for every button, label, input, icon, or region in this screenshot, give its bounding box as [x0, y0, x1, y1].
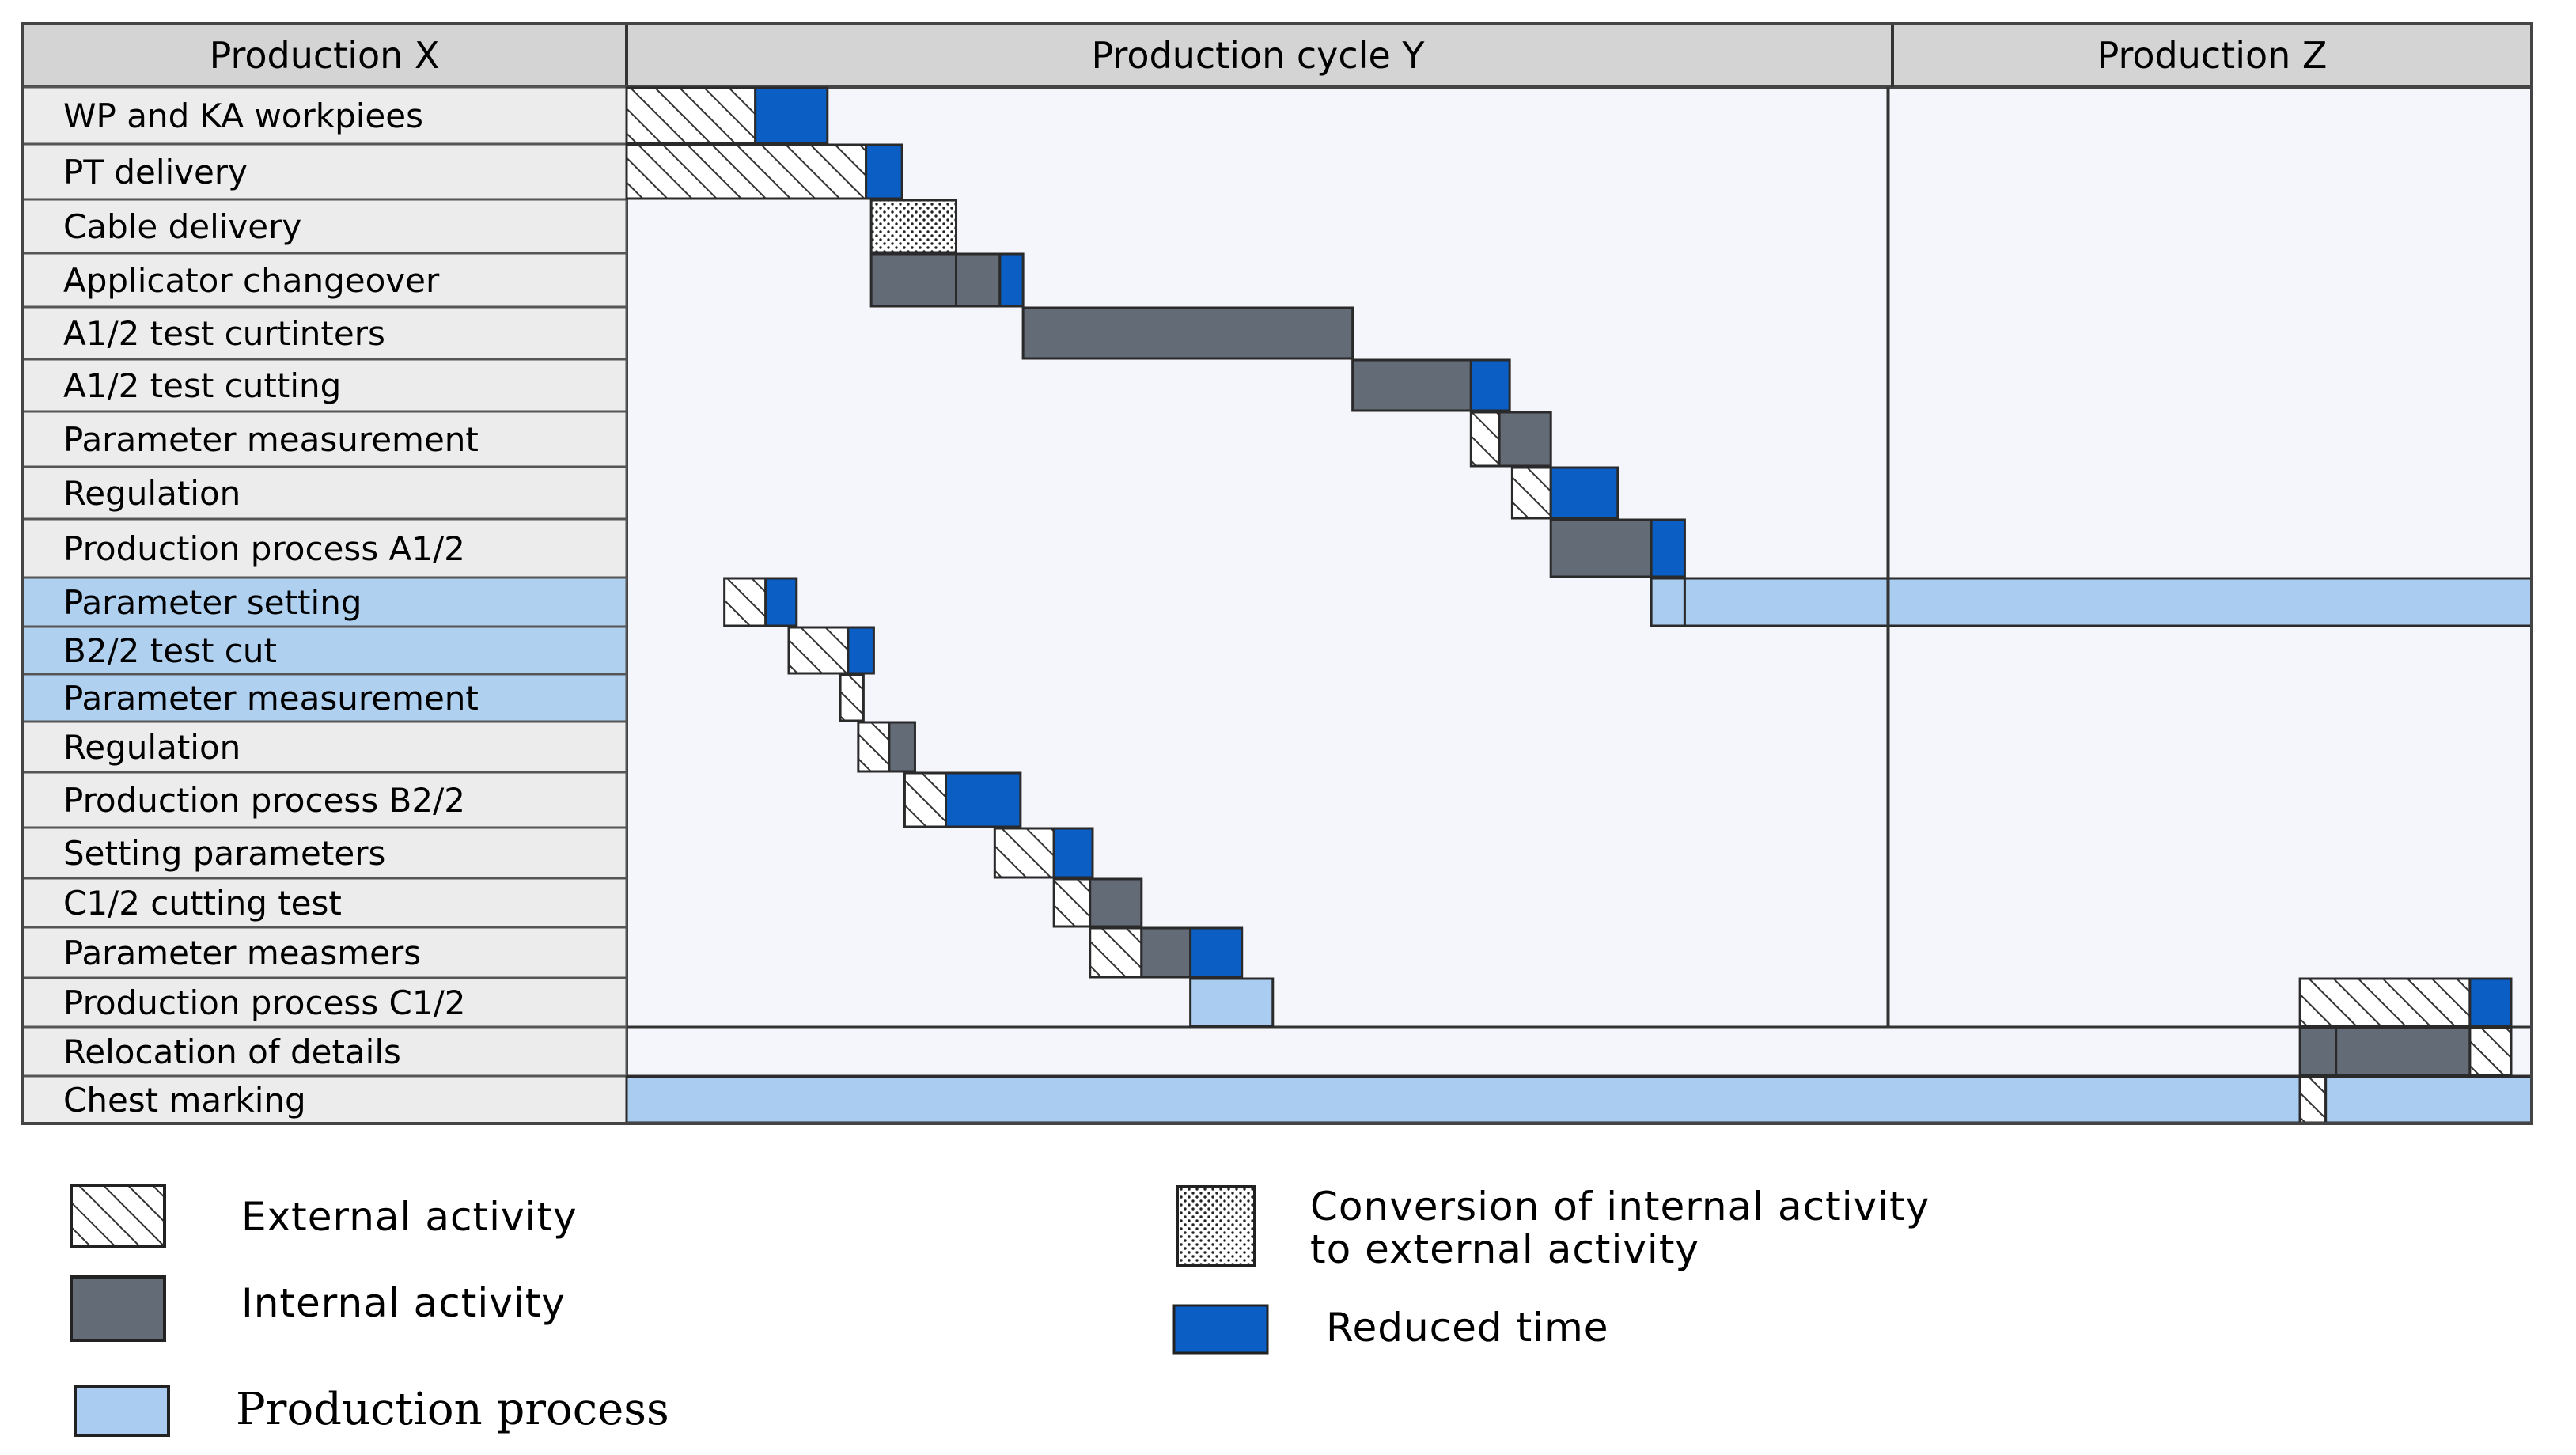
- legend-label-conversion-line2: to external activity: [1310, 1226, 1699, 1272]
- bar-reduced: [865, 143, 903, 200]
- bar-internal: [2298, 1026, 2338, 1077]
- bar-external: [1089, 926, 1143, 979]
- row-label: Production process B2/2: [63, 781, 465, 820]
- bar-external: [2468, 1026, 2513, 1077]
- bar-internal: [1021, 306, 1354, 360]
- bar-reduced: [847, 626, 875, 675]
- bar-internal: [888, 721, 916, 773]
- bar-production: [1683, 577, 2533, 627]
- row-label: Regulation: [63, 474, 241, 513]
- bar-reduced: [1189, 926, 1244, 979]
- bar-internal: [1089, 877, 1143, 928]
- bar-external: [625, 86, 757, 145]
- header-production-cycle: Production cycle Y: [1092, 34, 1426, 77]
- header-production-z: Production Z: [2097, 34, 2328, 77]
- legend-label-internal: Internal activity: [241, 1280, 566, 1326]
- legend-label-external: External activity: [241, 1194, 578, 1240]
- row-label: A1/2 test cutting: [63, 366, 341, 405]
- legend-swatch-conversion: [1176, 1185, 1256, 1267]
- row-label-bg: [21, 252, 628, 309]
- row-label-bg: [21, 576, 628, 628]
- bar-reduced: [945, 771, 1022, 828]
- bar-external: [1052, 877, 1092, 928]
- legend-swatch-external: [70, 1184, 166, 1248]
- bar-production: [1650, 577, 1686, 627]
- header-label-column: Production X: [210, 34, 440, 77]
- row-label-bg: [21, 720, 628, 774]
- chart-frame: [21, 22, 2533, 1125]
- bar-external: [1469, 411, 1501, 468]
- row-label: Parameter measmers: [63, 934, 421, 972]
- bar-external: [839, 673, 865, 722]
- row-label: Regulation: [63, 728, 241, 767]
- row-label: Cable delivery: [63, 207, 301, 246]
- row-label-bg: [21, 198, 628, 255]
- legend-label-production: Production process: [236, 1384, 669, 1435]
- bar-external: [625, 143, 868, 200]
- legend-label-conversion-line1: Conversion of internal activity: [1310, 1184, 1930, 1230]
- row-label-bg: [21, 826, 628, 880]
- bar-reduced: [1549, 466, 1619, 520]
- bar-reduced: [2468, 977, 2513, 1028]
- row-label: A1/2 test curtinters: [63, 314, 385, 353]
- bar-internal: [955, 252, 1002, 308]
- bar-reduced: [754, 86, 829, 145]
- row-label-bg: [21, 305, 628, 361]
- bar-external: [2298, 977, 2472, 1028]
- row-label: Relocation of details: [63, 1033, 401, 1071]
- row-label-bg: [21, 1025, 628, 1078]
- row-label-bg: [21, 410, 628, 468]
- row-label: Parameter measurement: [63, 679, 479, 718]
- bar-internal: [1549, 518, 1653, 578]
- row-label-bg: [21, 877, 628, 929]
- bar-external: [1510, 466, 1552, 520]
- bar-external: [787, 626, 850, 675]
- bar-reduced: [764, 577, 798, 627]
- row-label: PT delivery: [63, 153, 248, 191]
- row-label-bg: [21, 142, 628, 201]
- legend-swatch-reduced: [1172, 1304, 1269, 1355]
- row-label: C1/2 cutting test: [63, 884, 342, 923]
- bar-reduced: [998, 252, 1025, 308]
- bar-internal: [2335, 1026, 2472, 1077]
- legend-label-reduced: Reduced time: [1326, 1305, 1609, 1351]
- row-label: B2/2 test cut: [63, 631, 277, 670]
- row-label-bg: [21, 517, 628, 579]
- row-label: Production process C1/2: [63, 983, 465, 1022]
- legend: External activity Internal activity Prod…: [70, 1184, 1930, 1437]
- row-label-bg: [21, 465, 628, 521]
- bar-external: [993, 827, 1055, 879]
- bar-reduced: [1052, 827, 1094, 879]
- bar-conversion: [869, 199, 958, 254]
- bar-production: [1189, 977, 1275, 1028]
- row-label: WP and KA workpiees: [63, 97, 423, 135]
- bar-internal: [1498, 411, 1552, 468]
- bar-external: [903, 771, 948, 828]
- bar-external: [2298, 1075, 2328, 1124]
- legend-swatch-production: [74, 1385, 170, 1437]
- bar-external: [857, 721, 891, 773]
- row-label-bg: [21, 926, 628, 979]
- row-label: Setting parameters: [63, 834, 385, 873]
- bar-reduced: [1469, 358, 1511, 412]
- bar-production: [625, 1075, 2301, 1124]
- row-label-bg: [21, 358, 628, 413]
- row-label: Chest marking: [63, 1081, 306, 1120]
- bar-internal: [1351, 358, 1472, 412]
- row-label-bg: [21, 625, 628, 676]
- legend-swatch-internal: [70, 1275, 166, 1342]
- bar-internal: [869, 252, 958, 308]
- bar-production: [2324, 1075, 2533, 1124]
- header-bar: [21, 22, 2533, 89]
- bar-internal: [1140, 926, 1192, 979]
- row-label: Applicator changeover: [63, 261, 440, 300]
- bar-reduced: [1650, 518, 1686, 578]
- row-labels: WP and KA workpiees PT delivery Cable deli…: [21, 85, 628, 1125]
- bar-external: [723, 577, 767, 627]
- row-label: Parameter setting: [63, 583, 362, 622]
- row-label-bg: [21, 976, 628, 1029]
- row-label: Parameter measurement: [63, 420, 479, 459]
- row-label: Production process A1/2: [63, 529, 465, 568]
